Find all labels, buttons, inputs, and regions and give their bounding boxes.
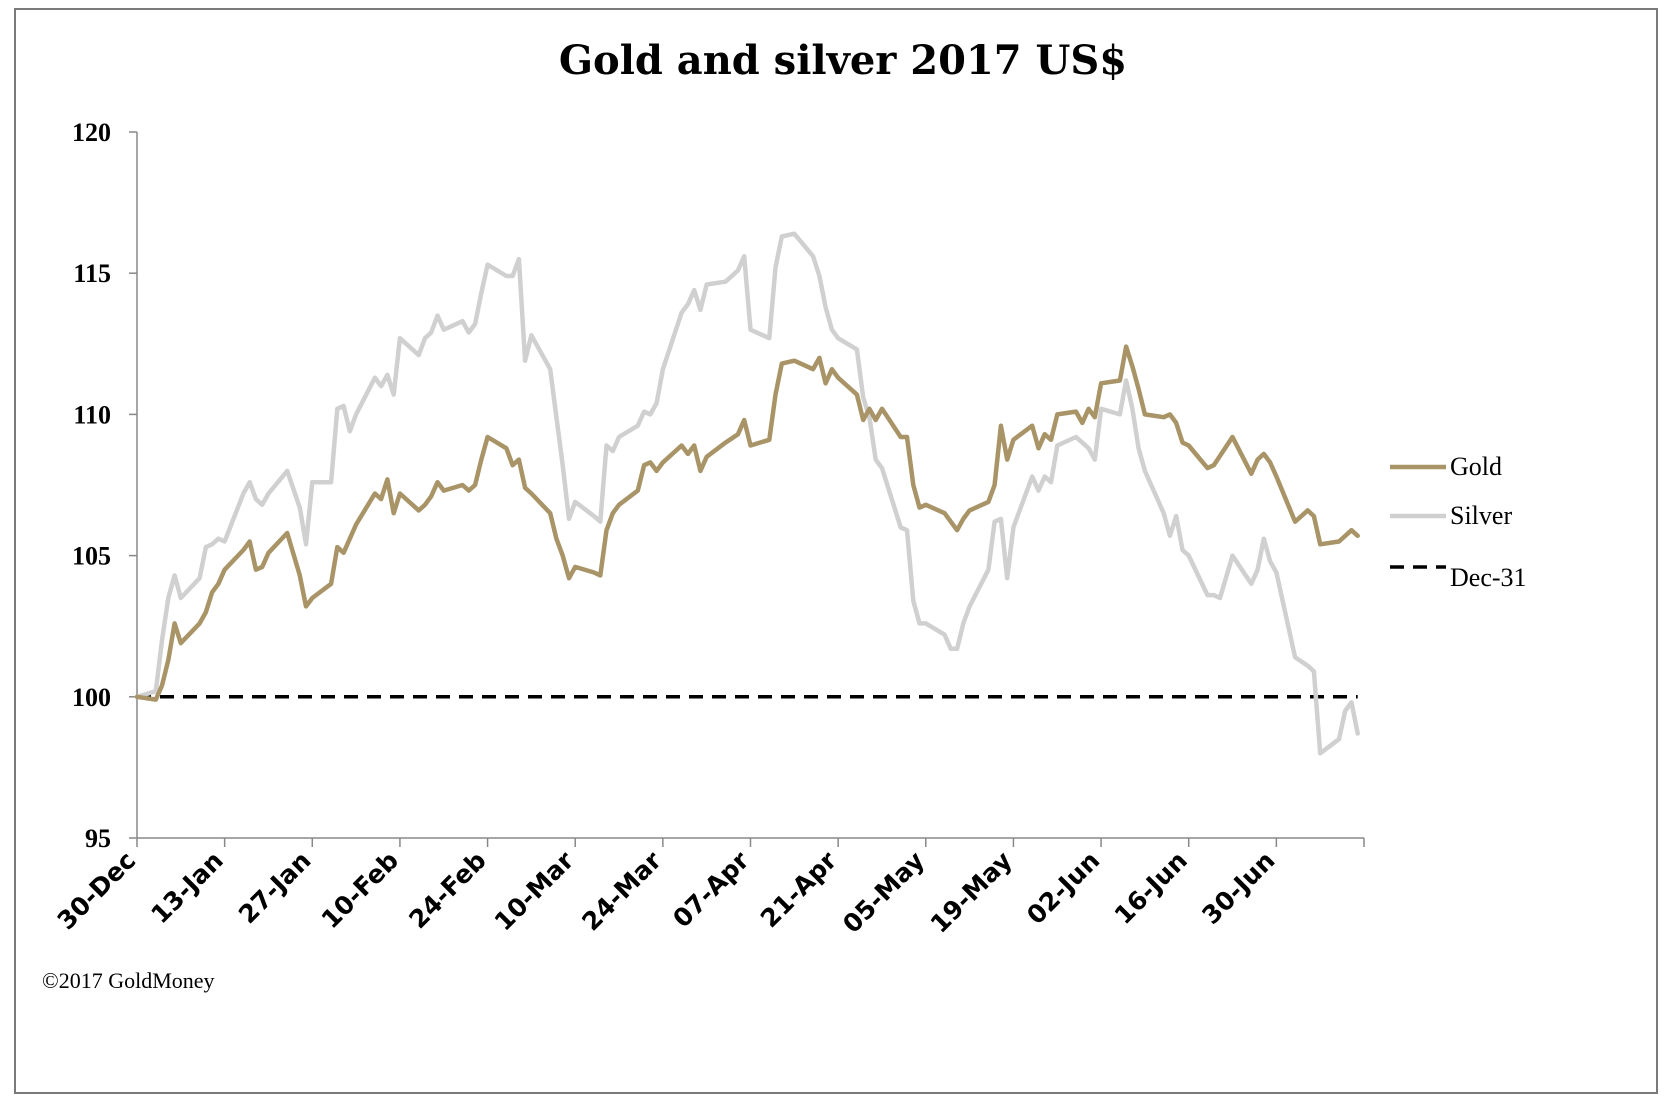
- series-line-silver: [134, 231, 1360, 756]
- x-tick-label: 02-Jun: [1021, 846, 1105, 930]
- series-line-gold: [134, 344, 1360, 702]
- y-tick-label: 115: [73, 259, 111, 288]
- chart-frame: Gold and silver 2017 US$ 95 100 105 110 115 1…: [14, 8, 1658, 1094]
- x-tick-label: 05-May: [837, 846, 930, 939]
- x-tick-label: 07-Apr: [667, 845, 755, 933]
- y-tick-label: 105: [72, 542, 111, 571]
- x-tick-label: 10-Mar: [489, 845, 580, 936]
- x-tick-label: 19-May: [925, 846, 1018, 939]
- x-tick-label: 13-Jan: [145, 846, 229, 930]
- legend-label-silver: Silver: [1450, 501, 1512, 530]
- x-tick-label: 30-Dec: [52, 846, 142, 936]
- x-tick-label: 24-Feb: [403, 846, 491, 934]
- copyright-text: ©2017 GoldMoney: [42, 968, 215, 993]
- x-tick-label: 21-Apr: [755, 845, 843, 933]
- x-tick-label: 27-Jan: [233, 846, 317, 930]
- legend-label-dec-31: Dec-31: [1450, 563, 1527, 592]
- x-tick-label: 16-Jun: [1109, 846, 1193, 930]
- x-tick-label: 24-Mar: [576, 845, 667, 936]
- y-tick-label: 95: [85, 824, 111, 853]
- legend: Gold Silver Dec-31: [1390, 452, 1527, 592]
- x-tick-label: 10-Feb: [316, 846, 404, 934]
- chart-title: Gold and silver 2017 US$: [559, 37, 1127, 84]
- legend-label-gold: Gold: [1450, 452, 1502, 481]
- plot-area: 95 100 105 110 115 120 30-Dec 13-Jan 27-Jan 10-Fe…: [52, 118, 1365, 939]
- y-tick-label: 100: [72, 683, 111, 712]
- y-tick-label: 110: [73, 400, 111, 429]
- x-tick-label: 30-Jun: [1196, 846, 1280, 930]
- line-chart: Gold and silver 2017 US$ 95 100 105 110 115 1…: [42, 37, 1527, 993]
- y-tick-label: 120: [72, 118, 111, 147]
